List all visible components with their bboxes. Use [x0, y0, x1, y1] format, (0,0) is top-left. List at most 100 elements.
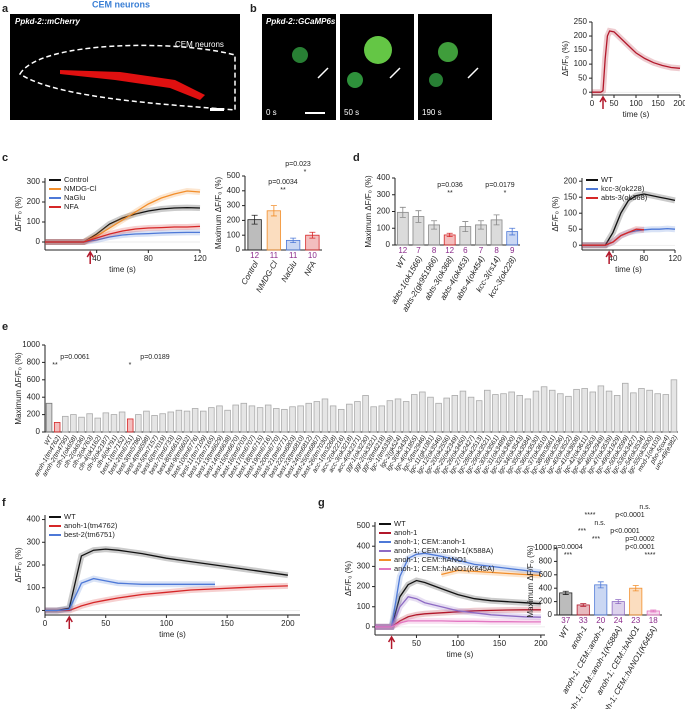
bar [370, 406, 377, 433]
n-label: 20 [596, 616, 605, 625]
panel-letter: d [353, 152, 360, 164]
stimulus-arrow [65, 615, 73, 629]
significance-label: **** [645, 552, 656, 559]
y-tick-label: 1000 [534, 543, 552, 552]
bar [86, 413, 93, 433]
series-line [441, 569, 541, 577]
panel-letter: f [2, 497, 6, 509]
bar [354, 401, 361, 433]
panel-letter: g [318, 497, 325, 509]
y-tick-label: 200 [377, 207, 391, 216]
bar [419, 391, 426, 433]
y-tick-label: 150 [574, 45, 588, 54]
x-tick-label: 200 [673, 99, 685, 108]
bar [559, 592, 573, 616]
significance-label: p=0.0179 [485, 182, 514, 189]
bar [183, 410, 191, 433]
y-tick-label: 300 [27, 177, 41, 186]
stimulus-arrow [599, 95, 607, 109]
y-axis-label: Maximum ΔF/F₀ (%) [364, 175, 373, 248]
x-tick-label: 50 [101, 619, 110, 628]
significance-label: *** [592, 536, 600, 543]
bar [200, 410, 207, 433]
error-bar [580, 603, 587, 607]
significance-label: ** [280, 187, 286, 194]
n-label: 8 [432, 246, 437, 255]
bar [565, 395, 572, 433]
bar [532, 390, 540, 433]
series-line [45, 585, 288, 612]
panel-letter: e [2, 321, 8, 333]
x-tick-label: 120 [193, 254, 207, 263]
bar [597, 385, 605, 433]
n-label: 8 [494, 246, 499, 255]
y-tick-label: 0 [36, 606, 41, 615]
y-tick-label: 400 [27, 515, 41, 524]
bar [45, 402, 53, 433]
bar [589, 391, 597, 433]
bar [208, 407, 215, 433]
bar [594, 584, 608, 616]
y-tick-label: 100 [377, 223, 391, 232]
cell [292, 47, 308, 63]
bar [297, 405, 304, 433]
legend-label: anoh-1; CEM::hANO1(K645A) [394, 564, 495, 573]
bar [654, 393, 661, 433]
significance-label: *** [578, 528, 586, 535]
x-axis-label: time (s) [447, 650, 474, 659]
y-tick-label: 100 [27, 583, 41, 592]
bar [581, 388, 588, 433]
series-line [375, 595, 541, 628]
significance-label: * [129, 362, 132, 369]
x-axis-label: time (s) [109, 265, 136, 274]
stimulus-arrow [605, 250, 613, 264]
bar [264, 404, 272, 433]
y-tick-label: 1000 [22, 340, 40, 349]
significance-label: n.s. [594, 520, 605, 527]
x-tick-label: 150 [220, 619, 234, 628]
bar [378, 405, 386, 433]
x-tick-label: 200 [281, 619, 295, 628]
y-tick-label: 0 [236, 245, 241, 254]
y-tick-label: 100 [227, 230, 241, 239]
significance-label: p=0.0002 [625, 536, 654, 543]
panel-letter: c [2, 152, 8, 164]
significance-label: **** [585, 512, 596, 519]
significance-label: p=0.036 [437, 182, 463, 189]
y-tick-label: 800 [539, 557, 553, 566]
x-tick-label: 120 [668, 254, 682, 263]
legend-label: anoh-1(tm4762) [64, 521, 118, 530]
legend-label: WT [394, 519, 406, 528]
significance-label: * [504, 190, 507, 197]
bar [273, 408, 280, 433]
n-label: 7 [416, 246, 421, 255]
n-label: 6 [463, 246, 468, 255]
micrograph [340, 14, 414, 120]
bar [670, 379, 678, 433]
y-tick-label: 400 [377, 173, 391, 182]
x-axis-label: time (s) [615, 265, 642, 274]
y-axis-label: Maximum ΔF/F₀ (%) [214, 177, 223, 250]
image-label: Ppkd-2::mCherry [15, 17, 80, 26]
cell [364, 36, 392, 64]
series-line [375, 552, 541, 628]
x-tick-label: 50 [610, 99, 619, 108]
bar [540, 386, 548, 433]
legend-label: anoh-1; CEM::hANO1 [394, 555, 467, 564]
error-bar [477, 220, 484, 230]
bar [500, 393, 507, 433]
y-tick-label: 0 [36, 427, 41, 436]
stimulus-arrow [387, 635, 396, 649]
series-line [582, 228, 645, 246]
y-tick-label: 0 [36, 237, 41, 246]
y-tick-label: 50 [578, 73, 587, 82]
x-tick-label: 80 [640, 254, 649, 263]
y-tick-label: 400 [27, 392, 41, 401]
n-label: 12 [398, 246, 407, 255]
x-tick-label: 40 [92, 254, 101, 263]
bar [394, 398, 402, 433]
significance-label: p=0.0034 [268, 179, 297, 186]
bar [443, 397, 450, 433]
y-tick-label: 200 [357, 582, 371, 591]
y-tick-label: 600 [27, 375, 41, 384]
